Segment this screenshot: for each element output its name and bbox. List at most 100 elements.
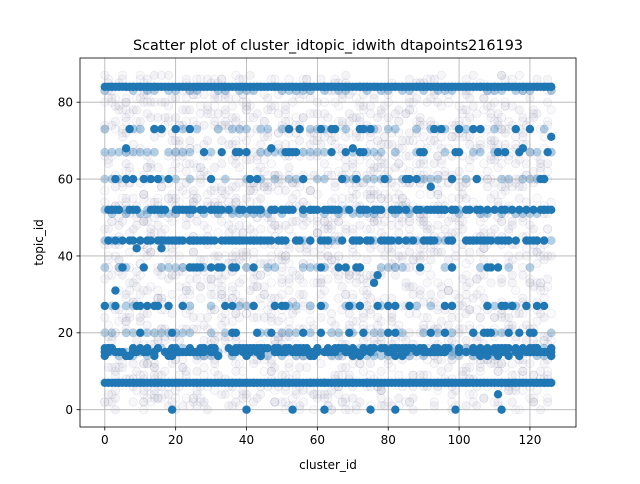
scatter-point-faint: [355, 397, 365, 407]
scatter-point-faint: [206, 274, 216, 284]
scatter-point-faint: [252, 393, 262, 403]
scatter-point-faint: [404, 105, 414, 115]
scatter-point-faint: [355, 116, 365, 126]
scatter-point-faint: [394, 228, 404, 238]
scatter-point-faint: [493, 124, 503, 134]
scatter-point-faint: [277, 274, 287, 284]
scatter-point-faint: [451, 243, 461, 253]
scatter-point-faint: [298, 289, 308, 299]
scatter-point-faint: [302, 362, 312, 372]
scatter-point: [359, 147, 368, 157]
scatter-point-faint: [390, 262, 400, 272]
scatter-point-faint: [192, 193, 202, 203]
scatter-point-faint: [532, 278, 542, 288]
scatter-point-faint: [256, 224, 266, 234]
scatter-point-faint: [458, 301, 468, 311]
scatter-point-faint: [118, 193, 128, 203]
scatter-point-faint: [188, 397, 198, 407]
scatter-point-faint: [110, 124, 120, 134]
scatter-point-faint: [415, 243, 425, 253]
scatter-point-faint: [482, 166, 492, 176]
scatter-point-faint: [245, 70, 255, 80]
scatter-point-faint: [443, 320, 453, 330]
scatter-point-faint: [234, 359, 244, 369]
scatter-point-faint: [156, 370, 166, 380]
x-tick-label: 100: [448, 433, 471, 447]
scatter-point-faint: [153, 113, 163, 123]
scatter-point-faint: [373, 151, 383, 161]
scatter-point-faint: [344, 193, 354, 203]
scatter-point-faint: [149, 228, 159, 238]
scatter-point-faint: [288, 193, 298, 203]
scatter-point-faint: [188, 393, 198, 403]
scatter-point-faint: [493, 197, 503, 207]
scatter-point: [454, 124, 464, 134]
scatter-point: [366, 405, 375, 414]
scatter-point-dense: [185, 147, 195, 157]
scatter-point-faint: [316, 278, 326, 288]
scatter-point-faint: [302, 243, 312, 253]
scatter-point-faint: [256, 293, 266, 303]
scatter-point-faint: [532, 74, 542, 84]
scatter-point-faint: [231, 336, 241, 346]
scatter-point-faint: [277, 312, 287, 322]
scatter-point-faint: [334, 216, 344, 226]
scatter-point-faint: [234, 278, 244, 288]
scatter-point-faint: [344, 274, 354, 284]
scatter-point-faint: [103, 389, 113, 399]
scatter-point-faint: [323, 216, 333, 226]
scatter-point-faint: [327, 220, 337, 230]
scatter-point-faint: [273, 293, 283, 303]
scatter-point-faint: [436, 282, 446, 292]
x-axis-label: cluster_id: [299, 458, 357, 472]
scatter-point-faint: [149, 362, 159, 372]
scatter-point-dense: [412, 124, 422, 134]
scatter-point-faint: [397, 163, 407, 173]
scatter-point-faint: [217, 159, 227, 169]
scatter-point: [316, 263, 326, 272]
scatter-point-faint: [309, 278, 319, 288]
scatter-point-faint: [536, 282, 546, 292]
scatter-point-faint: [507, 359, 517, 369]
scatter-point-faint: [156, 293, 166, 303]
scatter-point: [100, 301, 110, 311]
scatter-point: [217, 263, 226, 272]
scatter-point-faint: [195, 282, 205, 292]
scatter-point-faint: [167, 309, 177, 319]
scatter-point-faint: [259, 155, 269, 165]
scatter-point-faint: [309, 389, 319, 399]
scatter-point-faint: [472, 274, 482, 284]
scatter-point-faint: [387, 262, 397, 272]
scatter-point-faint: [309, 128, 319, 138]
scatter-point-faint: [373, 320, 383, 330]
scatter-point-faint: [394, 159, 404, 169]
scatter-point-faint: [107, 93, 117, 103]
scatter-point-faint: [266, 259, 276, 269]
scatter-point-faint: [472, 289, 482, 299]
scatter-point-faint: [532, 259, 542, 269]
scatter-point-faint: [195, 282, 205, 292]
scatter-point-faint: [447, 312, 457, 322]
scatter-point-faint: [461, 132, 471, 142]
x-tick-label: 40: [239, 433, 254, 447]
scatter-point-faint: [284, 163, 294, 173]
scatter-point-faint: [280, 105, 290, 115]
scatter-point-faint: [139, 389, 149, 399]
scatter-point: [348, 144, 357, 153]
scatter-point-faint: [107, 151, 117, 161]
scatter-point-faint: [401, 278, 411, 288]
scatter-point-faint: [238, 247, 248, 257]
scatter-point-faint: [380, 101, 390, 111]
scatter-point-faint: [277, 370, 287, 380]
scatter-point-faint: [174, 336, 184, 346]
scatter-point-faint: [203, 105, 213, 115]
scatter-point: [128, 174, 138, 184]
scatter-point: [157, 124, 166, 134]
scatter-point: [295, 236, 304, 245]
scatter-point: [256, 351, 265, 361]
scatter-point-faint: [128, 139, 138, 149]
scatter-point-faint: [366, 189, 376, 199]
scatter-point-faint: [298, 113, 308, 123]
scatter-point-faint: [429, 336, 439, 346]
scatter-point-faint: [259, 116, 269, 126]
